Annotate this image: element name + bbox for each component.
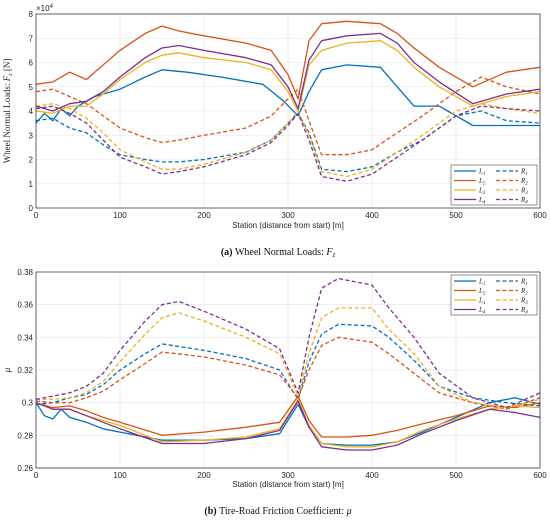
x-tick-label: 200 xyxy=(197,211,211,220)
x-tick-label: 600 xyxy=(533,471,547,480)
legend-label: R1 xyxy=(520,278,528,288)
legend: L1 R1 L2 R2 L3 R3 L4 R4 xyxy=(450,164,538,206)
x-tick-label: 200 xyxy=(197,471,211,480)
figure-caption: (a) Wheel Normal Loads: Fz xyxy=(221,247,336,259)
series-line-r1 xyxy=(35,323,541,407)
legend-label: L3 xyxy=(478,297,486,307)
chart-panel-a: 0 100 200 300 400 500 600 0 1 2 3 4 5 6 7 8 Station (dis… xyxy=(2,4,547,259)
y-tick-label: 0 xyxy=(29,204,34,213)
legend-label: R4 xyxy=(520,196,528,206)
series-line-l2 xyxy=(35,395,541,438)
y-axis-label: Wheel Normal Loads: Fz [N] xyxy=(2,59,14,164)
legend-label: R1 xyxy=(520,168,528,178)
y-tick-label: 2 xyxy=(29,156,34,165)
y-tick-label: 3 xyxy=(29,131,34,140)
y-tick-label: 0.36 xyxy=(17,301,33,310)
y-tick-label: 5 xyxy=(29,83,34,92)
x-tick-label: 300 xyxy=(281,471,295,480)
x-tick-label: 400 xyxy=(365,471,379,480)
legend-label: R2 xyxy=(520,177,528,187)
y-tick-label: 0.28 xyxy=(17,431,33,440)
legend-label: L4 xyxy=(478,196,486,206)
series-line-r2 xyxy=(35,336,541,410)
axes-frame xyxy=(35,13,541,209)
legend-box xyxy=(450,164,538,206)
x-axis-label: Station (distance from start) [m] xyxy=(232,221,344,230)
legend: L1 R1 L2 R2 L3 R3 L4 R4 xyxy=(450,274,538,316)
y-tick-label: 0.38 xyxy=(17,268,33,277)
series-line-r3 xyxy=(35,103,541,178)
series-line-r4 xyxy=(35,105,541,182)
series-line-l1 xyxy=(35,64,540,127)
y-tick-label: 7 xyxy=(29,34,34,43)
y-tick-label: 1 xyxy=(29,180,34,189)
legend-box xyxy=(450,274,538,316)
legend-label: L2 xyxy=(478,287,486,297)
chart-panel-b: 0 100 200 300 400 500 600 0.26 0.28 0.3 0.32 0.34 0.… xyxy=(2,268,547,517)
x-tick-label: 0 xyxy=(34,471,39,480)
axes-frame xyxy=(35,271,541,469)
x-tick-label: 100 xyxy=(113,471,127,480)
y-tick-label: 0.32 xyxy=(17,366,33,375)
legend-label: R2 xyxy=(520,287,528,297)
legend-label: L3 xyxy=(478,187,486,197)
legend-label: R3 xyxy=(520,297,528,307)
legend-label: L2 xyxy=(478,177,486,187)
y-axis-label: μ xyxy=(2,367,12,373)
y-tick-label: 8 xyxy=(29,10,34,19)
series-line-l4 xyxy=(35,32,541,112)
legend-label: L4 xyxy=(478,306,486,316)
x-tick-label: 500 xyxy=(449,211,463,220)
x-tick-label: 400 xyxy=(365,211,379,220)
series-line-l4 xyxy=(35,400,541,451)
legend-label: R3 xyxy=(520,187,528,197)
y-tick-label: 0.26 xyxy=(17,464,33,473)
y-tick-label: 6 xyxy=(29,59,34,68)
x-tick-label: 300 xyxy=(281,211,295,220)
series-line-l2 xyxy=(35,20,541,100)
y-tick-label: 0.34 xyxy=(17,333,33,342)
x-tick-label: 500 xyxy=(449,471,463,480)
series-line-r3 xyxy=(36,307,541,409)
x-tick-label: 600 xyxy=(533,211,547,220)
figure-caption: (b) Tire-Road Friction Coefficient: μ xyxy=(204,506,351,517)
y-exponent-label: ×104 xyxy=(36,4,54,13)
series-line-r4 xyxy=(35,277,541,409)
legend-label: L1 xyxy=(478,278,485,288)
x-tick-label: 0 xyxy=(34,211,39,220)
series-line-l3 xyxy=(35,40,541,115)
x-axis-label: Station (distance from start) [m] xyxy=(232,480,344,489)
y-tick-label: 4 xyxy=(29,107,34,116)
legend-label: L1 xyxy=(478,168,485,178)
y-tick-label: 0.3 xyxy=(22,399,34,408)
legend-label: R4 xyxy=(520,306,528,316)
x-tick-label: 100 xyxy=(113,211,127,220)
